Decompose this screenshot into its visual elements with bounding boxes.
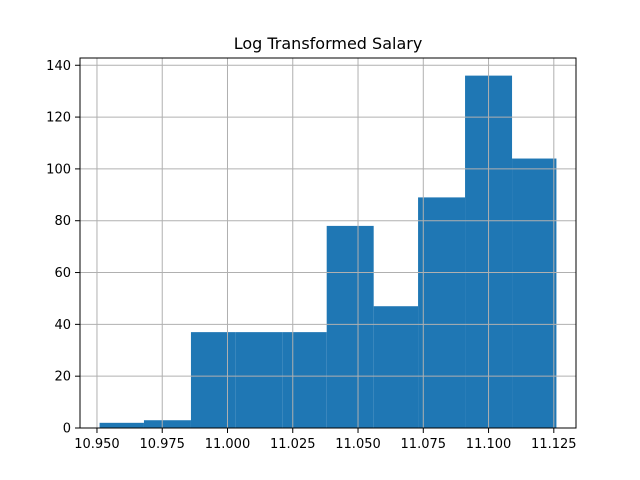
y-tick-label-6: 120 (46, 111, 71, 126)
histogram-bar-0 (99, 422, 144, 428)
x-tick-label-1: 10.975 (139, 437, 185, 452)
axes-frame (79, 57, 577, 429)
x-tick-label-7: 11.125 (531, 437, 577, 452)
chart-title: Log Transformed Salary (234, 34, 423, 53)
y-tick-label-5: 100 (46, 162, 71, 177)
histogram-bar-5 (326, 225, 374, 428)
x-tick-label-4: 11.050 (335, 437, 381, 452)
x-tick-label-5: 11.075 (401, 437, 447, 452)
histogram-bar-4 (282, 332, 327, 428)
y-tick-label-7: 140 (46, 59, 71, 74)
axes-layer: 10.950 10.975 11.000 11.025 11.050 11.075 11.1… (46, 57, 577, 452)
x-tick-label-6: 11.100 (466, 437, 512, 452)
y-tick-label-0: 0 (63, 422, 71, 437)
histogram-bar-1 (143, 420, 191, 428)
histogram-bar-6 (373, 306, 419, 428)
histogram-bar-3 (235, 332, 283, 428)
histogram-bar-9 (512, 158, 557, 428)
x-tick-label-0: 10.950 (74, 437, 120, 452)
x-tick-label-2: 11.000 (205, 437, 251, 452)
y-tick-label-1: 20 (54, 370, 71, 385)
y-tick-label-4: 80 (54, 214, 71, 229)
histogram-bar-7 (418, 197, 466, 428)
y-tick-label-2: 40 (54, 318, 71, 333)
x-tick-label-3: 11.025 (270, 437, 316, 452)
y-tick-label-3: 60 (54, 266, 71, 281)
histogram-bar-2 (190, 332, 236, 428)
